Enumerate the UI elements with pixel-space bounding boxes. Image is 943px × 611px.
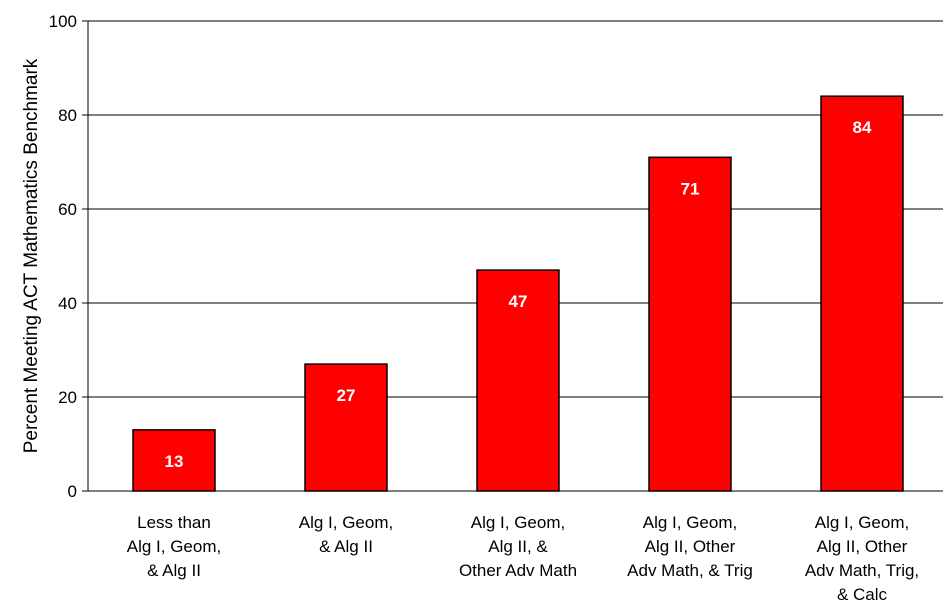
category-label: Alg I, Geom, Alg II, & Other Adv Math xyxy=(459,513,577,580)
category-label: Alg I, Geom, Alg II, Other Adv Math, & Tri… xyxy=(627,513,753,580)
bar xyxy=(820,95,904,492)
category-label-line: Alg I, Geom, xyxy=(815,513,909,532)
category-label-line: Alg II, Other xyxy=(817,537,908,556)
category-label-line: Adv Math, & Trig xyxy=(627,561,753,580)
category-label: Alg I, Geom, & Alg II xyxy=(299,513,393,556)
category-label: Alg I, Geom, Alg II, Other Adv Math, Trig,… xyxy=(805,513,919,604)
category-label-line: Adv Math, Trig, xyxy=(805,561,919,580)
data-labels: 13 27 47 71 84 xyxy=(165,118,872,471)
bar xyxy=(476,269,560,492)
y-tick-label: 0 xyxy=(68,482,77,501)
category-label-line: Alg I, Geom, xyxy=(471,513,565,532)
bar xyxy=(648,156,732,492)
data-label: 27 xyxy=(337,386,356,405)
y-tick-label: 60 xyxy=(58,200,77,219)
bar xyxy=(304,363,388,492)
data-label: 84 xyxy=(853,118,872,137)
y-tick-label: 20 xyxy=(58,388,77,407)
y-axis-label: Percent Meeting ACT Mathematics Benchmar… xyxy=(21,58,42,453)
y-tick-label: 100 xyxy=(49,12,77,31)
category-label-line: Alg I, Geom, xyxy=(127,537,221,556)
category-label-line: Less than xyxy=(137,513,211,532)
category-label-line: & Calc xyxy=(837,585,888,604)
y-tick-label: 40 xyxy=(58,294,77,313)
y-axis-ticks: 0 20 40 60 80 100 xyxy=(49,12,88,501)
data-label: 13 xyxy=(165,452,184,471)
data-label: 71 xyxy=(681,179,700,198)
axes xyxy=(87,21,943,492)
category-label-line: & Alg II xyxy=(147,561,201,580)
category-label-line: Alg I, Geom, xyxy=(299,513,393,532)
category-label: Less than Alg I, Geom, & Alg II xyxy=(127,513,221,580)
gridlines xyxy=(88,20,943,398)
category-label-line: Other Adv Math xyxy=(459,561,577,580)
category-label-line: Alg II, & xyxy=(488,537,548,556)
data-label: 47 xyxy=(509,292,528,311)
category-label-line: Alg II, Other xyxy=(645,537,736,556)
y-tick-label: 80 xyxy=(58,106,77,125)
bars xyxy=(132,95,904,492)
category-label-line: Alg I, Geom, xyxy=(643,513,737,532)
category-label-line: & Alg II xyxy=(319,537,373,556)
bar xyxy=(132,429,216,492)
